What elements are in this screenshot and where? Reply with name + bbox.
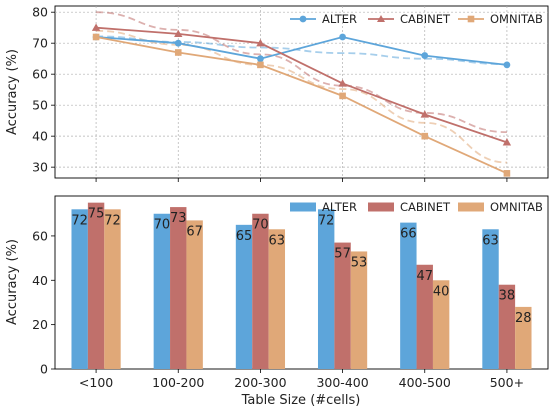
bar-omnitab (104, 209, 121, 369)
data-point-cabinet (91, 23, 101, 31)
line-chart-legend: ALTER CABINET OMNITAB (290, 12, 543, 26)
bar-cabinet (498, 284, 516, 369)
bar-chart-x-tick-label: 500+ (490, 375, 524, 390)
legend-marker-alter (299, 15, 307, 23)
bar-cabinet (87, 202, 105, 369)
legend-label-alter: ALTER (322, 12, 357, 26)
bar-value-label-alter: 70 (154, 218, 171, 233)
bar-omnitab (432, 280, 450, 369)
line-chart-panel: Accuracy (%) 30 40 50 60 70 80 ALTER CABINET OMN… (5, 5, 549, 182)
bar-chart-x-axis-label: Table Size (#cells) (241, 393, 361, 408)
bar-alter (482, 229, 499, 369)
legend-label-omnitab: OMNITAB (490, 200, 543, 214)
line-chart-y-tick-label: 50 (32, 98, 48, 113)
trend-line-omnitab (96, 29, 507, 164)
bar-cabinet (252, 213, 269, 369)
bar-value-label-omnitab: 72 (104, 213, 121, 228)
bar-value-label-omnitab: 28 (515, 311, 532, 326)
legend-label-alter: ALTER (322, 200, 357, 214)
legend-marker-cabinet (377, 15, 385, 22)
data-point-cabinet (338, 79, 347, 87)
data-point-alter (257, 55, 264, 63)
bar-value-label-alter: 72 (318, 213, 335, 228)
bar-chart-x-tick-label: 300-400 (316, 375, 368, 390)
bar-chart-panel: Accuracy (%) Table Size (#cells) 0 20 40 60… (5, 195, 549, 408)
data-point-alter (339, 33, 346, 41)
bar-chart-x-tick-label: <100 (79, 375, 113, 390)
bar-chart-x-tick-label: 400-500 (399, 375, 451, 390)
bar-alter (235, 224, 253, 369)
legend-label-cabinet: CABINET (400, 200, 451, 214)
bar-cabinet (170, 207, 187, 369)
bar-value-label-omnitab: 53 (351, 255, 368, 270)
trend-line-alter (96, 35, 507, 66)
legend-label-omnitab: OMNITAB (490, 12, 543, 26)
bar-alter (317, 209, 335, 369)
data-point-alter (421, 52, 429, 59)
line-chart-y-tick-label: 60 (32, 67, 48, 82)
bar-chart-y-tick-label: 20 (32, 317, 48, 332)
data-point-omnitab (339, 92, 346, 100)
bar-value-label-alter: 66 (400, 227, 417, 242)
data-point-cabinet (174, 29, 183, 38)
data-point-cabinet (420, 110, 429, 118)
data-point-cabinet (256, 38, 265, 47)
legend-swatch-cabinet (368, 202, 394, 212)
bar-value-label-omnitab: 63 (269, 233, 286, 248)
bar-value-label-omnitab: 67 (186, 224, 203, 239)
line-chart-y-tick-label: 80 (32, 5, 48, 20)
bar-value-label-cabinet: 75 (88, 207, 105, 222)
bar-cabinet (416, 264, 433, 369)
bar-omnitab (268, 229, 286, 369)
trend-line-cabinet (96, 11, 507, 134)
series-line-omnitab (95, 36, 508, 175)
bar-value-label-cabinet: 73 (170, 211, 187, 226)
bar-cabinet (334, 242, 351, 369)
data-point-omnitab (503, 170, 511, 177)
bar-value-label-omnitab: 40 (433, 284, 450, 299)
bar-alter (71, 209, 88, 369)
data-point-omnitab (257, 61, 264, 69)
line-chart-y-tick-label: 70 (32, 36, 48, 51)
data-point-omnitab (421, 132, 429, 140)
legend-swatch-alter (290, 202, 316, 212)
data-point-alter (174, 39, 182, 47)
series-line-alter (96, 36, 508, 66)
bar-omnitab (515, 306, 532, 369)
bar-value-label-cabinet: 38 (499, 289, 516, 304)
bar-value-label-cabinet: 70 (252, 218, 269, 233)
bar-alter (400, 222, 417, 369)
bar-value-label-cabinet: 47 (416, 269, 433, 284)
line-chart-y-tick-label: 30 (32, 160, 48, 175)
bar-value-label-cabinet: 57 (334, 247, 351, 262)
bar-chart-x-tick-label: 100-200 (152, 375, 204, 390)
bar-chart-y-tick-label: 60 (32, 228, 48, 243)
data-point-cabinet (502, 138, 512, 146)
bar-chart-y-tick-label: 0 (40, 362, 48, 377)
data-point-omnitab (174, 49, 182, 56)
bar-chart-x-tick-label: 200-300 (234, 375, 286, 390)
bar-alter (153, 213, 171, 369)
bar-omnitab (186, 220, 203, 369)
line-chart-frame (54, 5, 549, 179)
bar-chart-legend: ALTER CABINET OMNITAB (290, 200, 543, 214)
data-point-alter (503, 61, 511, 69)
bar-value-label-alter: 72 (71, 213, 88, 228)
bar-chart-frame (54, 195, 549, 370)
bar-value-label-alter: 63 (482, 233, 499, 248)
legend-marker-omnitab (467, 15, 475, 23)
legend-label-cabinet: CABINET (400, 12, 451, 26)
bar-value-label-alter: 65 (236, 229, 253, 244)
legend-swatch-omnitab (458, 202, 484, 212)
bar-chart-y-tick-label: 40 (32, 273, 48, 288)
line-chart-y-axis-label: Accuracy (%) (5, 49, 20, 135)
bar-chart-y-axis-label: Accuracy (%) (5, 239, 20, 325)
series-line-cabinet (96, 26, 508, 144)
bar-omnitab (350, 251, 368, 369)
line-chart-grid (55, 6, 548, 178)
line-chart-y-tick-label: 40 (32, 129, 48, 144)
data-point-omnitab (92, 33, 100, 41)
